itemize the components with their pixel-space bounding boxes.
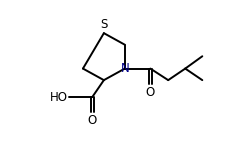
Text: O: O (88, 114, 97, 127)
Text: S: S (100, 18, 107, 31)
Text: O: O (146, 86, 155, 99)
Text: N: N (121, 62, 130, 75)
Text: HO: HO (49, 91, 68, 104)
